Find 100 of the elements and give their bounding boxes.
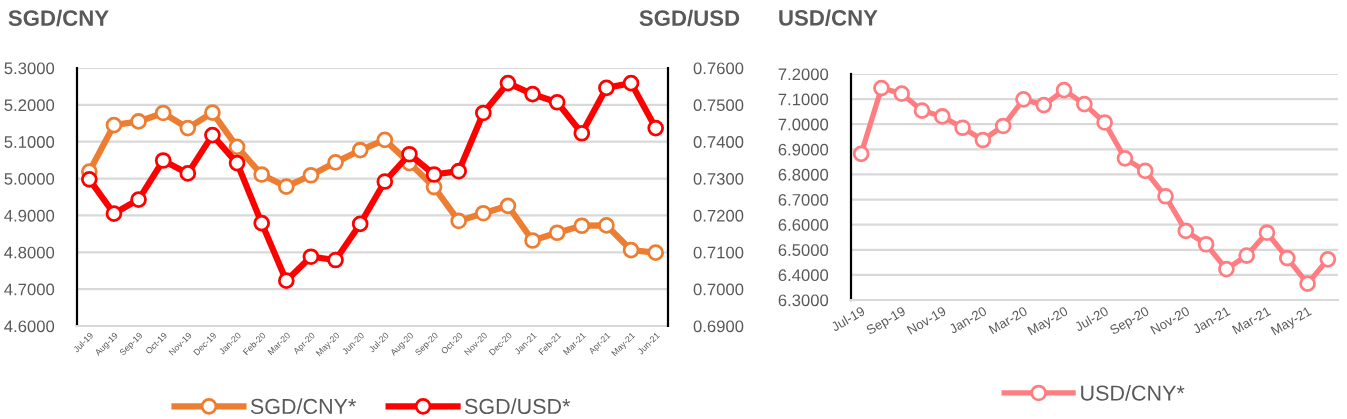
point	[130, 113, 147, 130]
point	[573, 217, 591, 235]
point	[228, 154, 246, 172]
point	[598, 79, 615, 97]
y2-tick-label: 0.7600	[693, 62, 744, 75]
y2-tick-label: 0.7000	[693, 283, 744, 296]
legend-label: SGD/USD*	[464, 398, 571, 415]
y-tick-label: 5.3000	[4, 62, 55, 75]
y2-tick-label: 0.7300	[693, 172, 744, 185]
y-tick-label: 4.8000	[4, 246, 55, 259]
y-tick-label: 6.7000	[778, 193, 829, 206]
point	[228, 138, 246, 156]
point	[450, 162, 468, 180]
point	[450, 212, 468, 230]
point	[474, 204, 492, 222]
point	[954, 119, 971, 137]
y-tick-label: 5.0000	[4, 172, 55, 185]
point	[933, 108, 951, 125]
point	[376, 131, 394, 149]
point	[204, 104, 221, 121]
point	[351, 141, 369, 159]
point	[179, 165, 197, 182]
point	[327, 154, 344, 171]
y-tick-label: 5.2000	[4, 99, 55, 112]
y-tick-label: 6.6000	[778, 219, 829, 231]
point	[401, 145, 418, 163]
point	[179, 119, 197, 137]
point	[1096, 114, 1113, 131]
y2-tick-label: 0.7100	[693, 246, 744, 259]
y-tick-label: 7.0000	[778, 118, 829, 131]
point	[253, 214, 271, 232]
y-tick-label: 4.9000	[4, 209, 55, 222]
point	[130, 191, 147, 208]
point	[1035, 96, 1053, 114]
point	[1015, 91, 1032, 108]
point	[622, 241, 640, 259]
point	[893, 85, 911, 102]
point	[1218, 260, 1235, 278]
point	[1076, 95, 1093, 113]
point	[548, 224, 566, 242]
point	[852, 145, 870, 163]
y-axis-title: SGD/CNY	[8, 9, 109, 27]
point	[524, 232, 541, 249]
legend-label: SGD/CNY*	[250, 398, 357, 415]
y-tick-label: 5.1000	[4, 136, 55, 148]
point	[105, 205, 123, 222]
point	[1197, 235, 1215, 253]
point	[1177, 222, 1195, 240]
point	[1116, 150, 1134, 167]
point	[873, 79, 890, 97]
point	[154, 152, 172, 169]
point	[1136, 162, 1154, 180]
point	[253, 166, 271, 183]
point	[1258, 224, 1276, 242]
point	[302, 166, 320, 184]
point	[647, 119, 665, 137]
point	[1299, 275, 1316, 293]
y2-tick-label: 0.6900	[693, 320, 744, 333]
point	[974, 131, 992, 149]
point	[277, 272, 295, 289]
point	[351, 215, 369, 233]
y-tick-label: 6.8000	[778, 168, 829, 181]
y-tick-label: 7.1000	[778, 93, 829, 106]
y2-tick-label: 0.7500	[693, 99, 744, 112]
y2-axis-title: SGD/USD	[639, 9, 740, 27]
point	[1055, 81, 1073, 99]
point	[154, 104, 172, 122]
y-tick-label: 4.7000	[4, 283, 55, 296]
point	[1319, 250, 1337, 268]
point	[204, 126, 221, 144]
point	[80, 170, 98, 188]
point	[327, 251, 344, 269]
point	[622, 74, 640, 92]
y-tick-label: 4.6000	[4, 320, 55, 333]
point	[105, 116, 123, 134]
point	[1278, 249, 1296, 267]
point	[1238, 247, 1256, 264]
point	[524, 85, 541, 103]
y-tick-label: 6.4000	[778, 269, 829, 282]
point	[647, 244, 665, 261]
point	[994, 117, 1012, 135]
y2-tick-label: 0.7400	[693, 136, 744, 148]
point	[425, 166, 443, 183]
y-tick-label: 6.9000	[778, 143, 829, 156]
y2-tick-label: 0.7200	[693, 209, 744, 222]
point	[913, 102, 931, 119]
point	[499, 197, 517, 215]
point	[598, 217, 615, 234]
point	[277, 178, 295, 196]
y-tick-label: 7.2000	[778, 68, 829, 81]
legend-label: USD/CNY*	[1081, 384, 1185, 401]
y-axis-title: USD/CNY	[779, 9, 878, 26]
point	[573, 124, 591, 142]
point	[376, 173, 394, 190]
point	[474, 104, 492, 122]
point	[1157, 187, 1174, 205]
y-tick-label: 6.3000	[778, 294, 829, 307]
point	[548, 93, 566, 111]
point	[499, 74, 517, 92]
y-tick-label: 6.5000	[778, 244, 829, 256]
